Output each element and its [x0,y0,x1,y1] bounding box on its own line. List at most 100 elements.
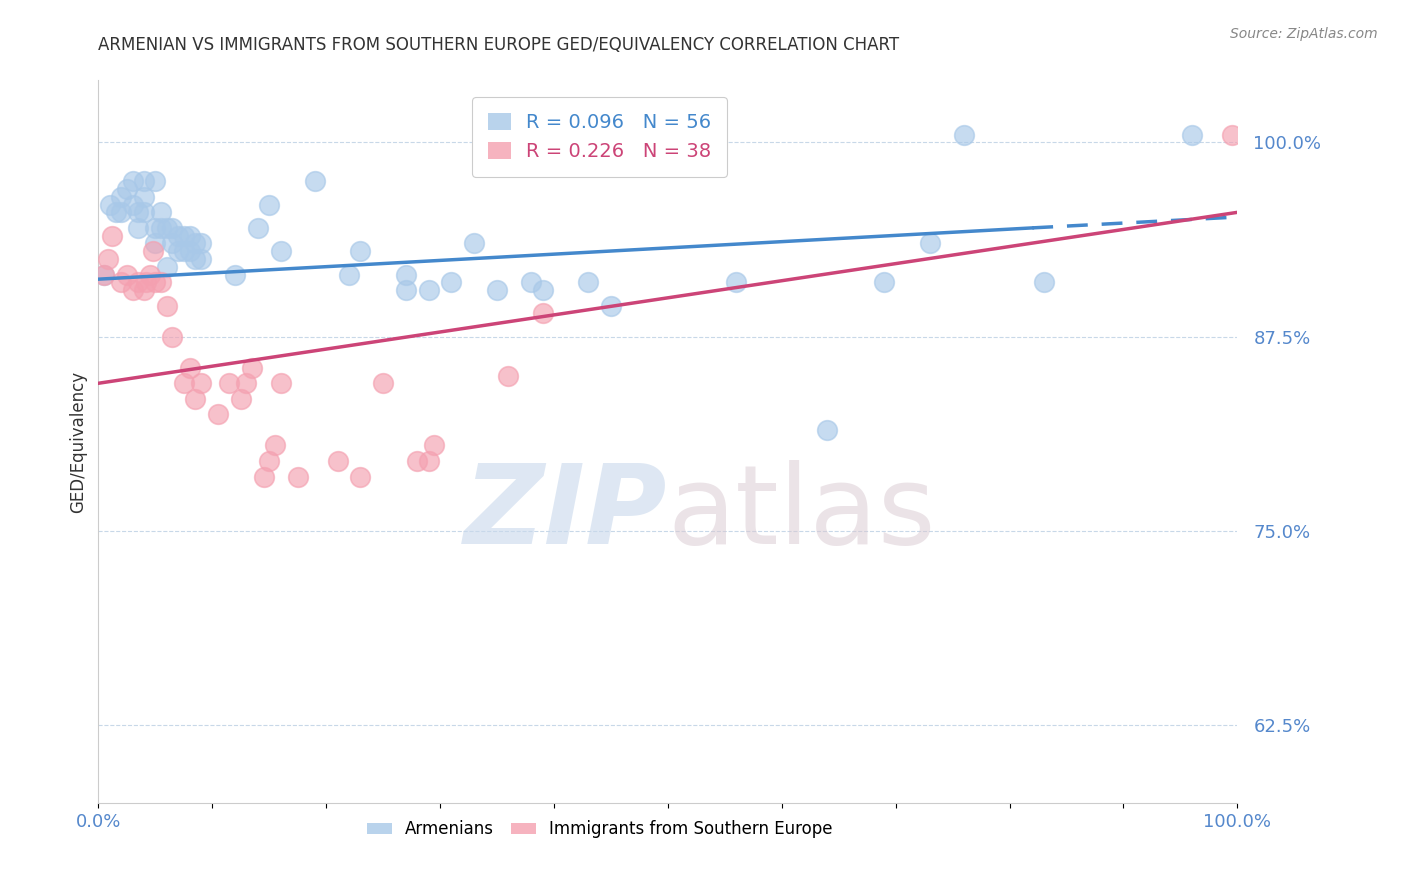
Point [156,299,179,313]
Point [326,454,349,468]
Point [531,306,554,320]
Point [173,244,195,259]
Point [873,275,896,289]
Y-axis label: GED/Equivalency: GED/Equivalency [69,370,87,513]
Point [259,454,281,468]
Point [287,469,309,483]
Point [150,205,173,219]
Point [132,174,155,188]
Point [184,392,207,406]
Point [463,236,485,251]
Point [96,252,118,266]
Point [101,228,124,243]
Point [132,205,155,219]
Point [218,376,240,391]
Point [179,360,201,375]
Point [167,228,190,243]
Point [156,260,179,274]
Point [110,275,132,289]
Point [190,236,212,251]
Point [224,268,246,282]
Point [1032,275,1054,289]
Point [349,469,371,483]
Point [270,376,292,391]
Text: ZIP: ZIP [464,460,668,567]
Point [121,197,143,211]
Point [576,275,599,289]
Point [179,228,201,243]
Point [162,329,184,343]
Point [240,360,263,375]
Point [127,205,149,219]
Point [337,268,360,282]
Point [229,392,252,406]
Point [150,220,173,235]
Point [725,275,748,289]
Point [1181,128,1204,142]
Point [145,174,167,188]
Point [110,190,132,204]
Point [127,275,149,289]
Point [259,197,281,211]
Point [246,220,269,235]
Point [395,268,418,282]
Point [132,190,155,204]
Point [953,128,976,142]
Point [815,423,838,437]
Point [93,268,115,282]
Point [190,252,212,266]
Point [520,275,543,289]
Text: atlas: atlas [668,460,936,567]
Point [145,236,167,251]
Point [184,252,207,266]
Point [115,268,138,282]
Text: ARMENIAN VS IMMIGRANTS FROM SOUTHERN EUROPE GED/EQUIVALENCY CORRELATION CHART: ARMENIAN VS IMMIGRANTS FROM SOUTHERN EUR… [98,36,900,54]
Point [498,368,520,383]
Point [190,376,212,391]
Point [173,376,195,391]
Point [98,197,121,211]
Point [167,244,190,259]
Point [135,275,157,289]
Point [371,376,394,391]
Point [121,283,143,297]
Point [138,268,160,282]
Point [600,299,623,313]
Point [162,220,184,235]
Legend: Armenians, Immigrants from Southern Europe: Armenians, Immigrants from Southern Euro… [360,814,839,845]
Point [93,268,115,282]
Point [121,174,143,188]
Point [162,236,184,251]
Point [486,283,509,297]
Point [184,236,207,251]
Point [156,220,179,235]
Point [127,220,149,235]
Point [142,244,165,259]
Point [418,283,440,297]
Point [252,469,274,483]
Point [531,283,554,297]
Point [145,220,167,235]
Point [406,454,429,468]
Point [104,205,127,219]
Point [440,275,463,289]
Point [110,205,132,219]
Point [349,244,371,259]
Point [179,244,201,259]
Point [235,376,257,391]
Point [115,182,138,196]
Point [395,283,418,297]
Point [423,438,446,452]
Point [207,408,229,422]
Point [145,275,167,289]
Point [270,244,292,259]
Point [1220,128,1243,142]
Point [304,174,326,188]
Point [418,454,440,468]
Point [150,275,173,289]
Point [132,283,155,297]
Point [264,438,287,452]
Point [918,236,941,251]
Point [173,228,195,243]
Text: Source: ZipAtlas.com: Source: ZipAtlas.com [1230,27,1378,41]
